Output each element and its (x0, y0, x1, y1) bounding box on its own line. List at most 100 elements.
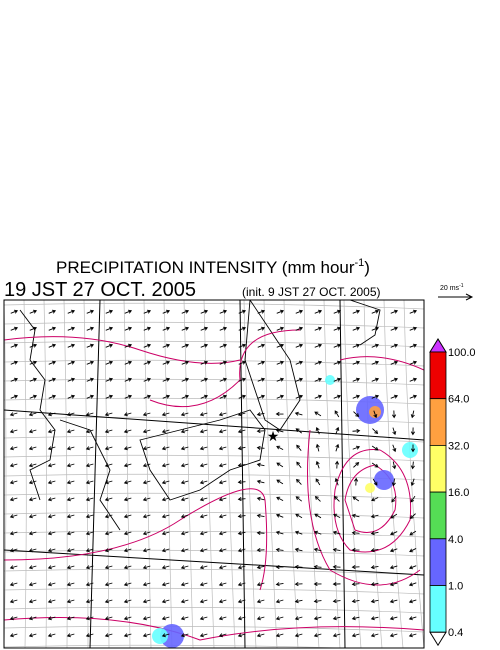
wind-vector (314, 360, 323, 365)
wind-vector (276, 377, 285, 382)
wind-vector (180, 412, 189, 417)
wind-vector (47, 429, 56, 434)
wind-vector (161, 565, 170, 570)
wind-vector (218, 514, 227, 519)
wind-vector (391, 410, 397, 419)
wind-vector (104, 497, 113, 502)
wind-vector (371, 462, 379, 468)
grid-line (403, 300, 424, 648)
wind-vector (390, 360, 399, 365)
wind-vector (104, 480, 113, 485)
wind-vector (410, 478, 415, 487)
wind-vector (181, 360, 190, 365)
wind-vector (123, 429, 132, 434)
wind-vector (180, 480, 189, 485)
wind-vector (47, 582, 56, 587)
wind-vector (180, 514, 189, 519)
wind-vector (28, 616, 37, 621)
wind-vector (10, 326, 19, 331)
boundary-line (4, 549, 424, 576)
wind-vector (161, 514, 170, 519)
wind-vector (123, 514, 132, 519)
wind-vector (29, 309, 38, 314)
wind-vector (390, 343, 399, 348)
wind-scale-text: 20 ms (440, 285, 460, 292)
wind-vector (371, 326, 380, 331)
wind-vector (47, 480, 56, 485)
map-background (4, 300, 424, 648)
wind-vector (28, 531, 37, 536)
wind-vector (123, 616, 132, 621)
wind-vector (85, 446, 94, 451)
wind-vector (237, 616, 246, 621)
wind-vector (275, 411, 284, 417)
wind-vector (275, 616, 284, 621)
wind-vector (333, 360, 342, 365)
wind-vector (294, 530, 303, 535)
wind-vector (296, 478, 302, 485)
wind-vector (66, 412, 75, 417)
wind-vector (390, 531, 398, 536)
wind-vector (334, 460, 340, 469)
wind-vector (257, 360, 266, 365)
wind-vector (47, 531, 56, 536)
rain-area (365, 483, 375, 493)
wind-vector (85, 633, 94, 638)
wind-vector (67, 326, 76, 331)
wind-vector (142, 429, 151, 434)
wind-vector (408, 582, 417, 587)
wind-vector (181, 394, 190, 399)
wind-vector (219, 377, 228, 382)
wind-vector (47, 463, 56, 468)
wind-vector (238, 394, 247, 399)
colorbar-segment (429, 538, 447, 586)
colorbar-label: 100.0 (448, 347, 476, 359)
rain-area (160, 624, 184, 648)
wind-vector (351, 547, 360, 553)
map-title: PRECIPITATION INTENSITY (mm hour-1) (56, 257, 370, 277)
wind-vector (161, 582, 170, 587)
wind-vector (351, 564, 360, 570)
wind-vector (162, 394, 171, 399)
grid-line (103, 300, 110, 648)
wind-vector (47, 565, 56, 570)
wind-vector (142, 412, 151, 417)
grid-line (43, 300, 48, 648)
wind-vector (409, 377, 418, 382)
wind-vector (390, 377, 399, 382)
wind-vector (10, 309, 19, 314)
wind-vector (105, 394, 114, 399)
wind-vector (199, 514, 208, 519)
wind-vector (257, 394, 266, 399)
wind-vector (105, 309, 114, 314)
wind-vector (237, 582, 246, 587)
grid-line (243, 300, 257, 648)
wind-vector (104, 463, 113, 468)
wind-vector (295, 326, 304, 331)
wind-vector (313, 581, 322, 587)
wind-vector (48, 377, 57, 382)
wind-vector (85, 497, 94, 502)
wind-vector (123, 412, 132, 417)
wind-vector (66, 463, 75, 468)
colorbar-segment (429, 398, 447, 446)
wind-vector (237, 531, 246, 536)
wind-vector (408, 599, 417, 604)
wind-vector (314, 377, 323, 382)
wind-vector (275, 428, 284, 433)
wind-vector (409, 394, 418, 399)
wind-vector (142, 497, 151, 502)
grid-line (4, 606, 424, 614)
wind-vector (85, 616, 94, 621)
wind-vector (370, 565, 379, 570)
colorbar-under (429, 631, 447, 647)
wind-vector (314, 513, 322, 519)
wind-vector (409, 548, 417, 553)
grid-line (4, 300, 7, 648)
wind-vector (104, 616, 113, 621)
wind-vector (67, 377, 76, 382)
wind-vector (66, 480, 75, 485)
wind-vector (47, 446, 56, 451)
wind-vector (332, 616, 341, 621)
